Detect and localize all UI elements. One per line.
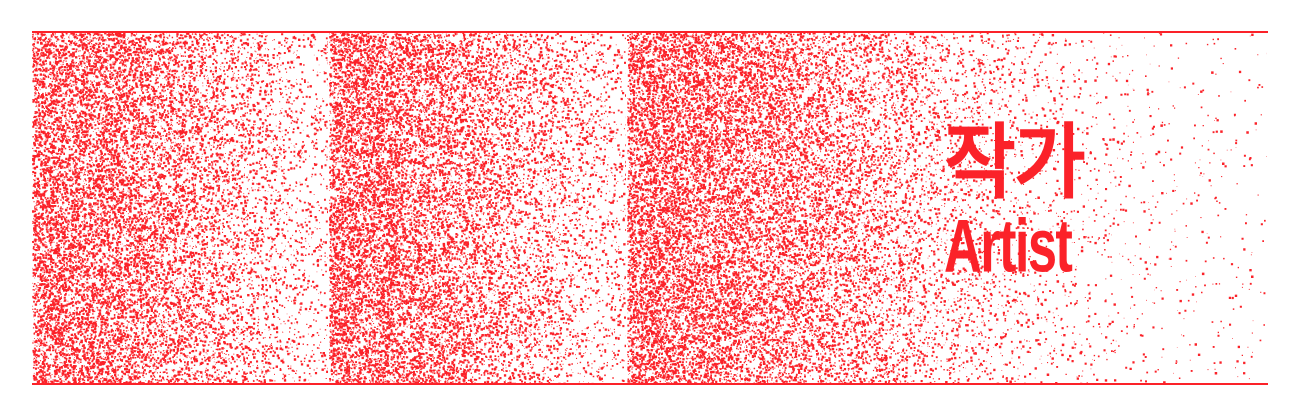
bottom-rule <box>32 383 1268 385</box>
speckle-texture-2 <box>329 32 626 383</box>
speckle-dots <box>32 32 328 383</box>
speckle-panel-1 <box>32 32 328 383</box>
speckle-texture-1 <box>32 32 328 383</box>
title-korean: 작가 <box>944 118 1164 206</box>
title-english: Artist <box>944 204 1124 287</box>
title-block: 작가 Artist <box>944 118 1164 274</box>
speckle-dots <box>329 32 626 383</box>
speckle-panel-2 <box>329 32 626 383</box>
